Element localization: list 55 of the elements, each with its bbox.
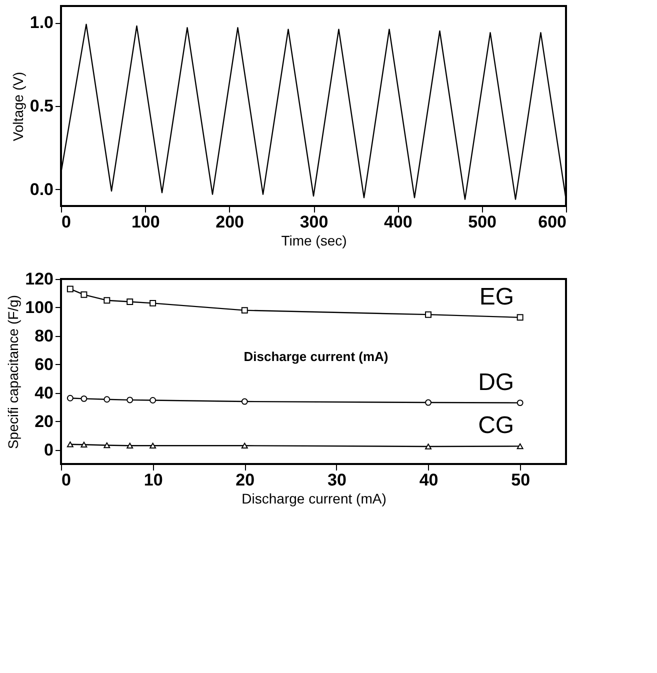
y-axis-title: Specifi capacitance (F/g) xyxy=(5,294,22,450)
y-tick-label: 0.0 xyxy=(30,180,54,199)
point xyxy=(150,300,156,306)
x-tick-label: 20 xyxy=(236,470,255,490)
point xyxy=(80,291,88,298)
point xyxy=(66,394,74,402)
x-tick-label: 200 xyxy=(216,212,244,232)
point xyxy=(516,400,524,406)
x-tick-label: 50 xyxy=(511,470,530,490)
x-tick-label: 600 xyxy=(538,212,566,232)
point xyxy=(241,442,248,449)
point xyxy=(425,311,432,318)
series-label: EG xyxy=(479,283,514,310)
x-tick-label: 40 xyxy=(419,470,438,490)
y-tick-label: 60 xyxy=(34,354,54,374)
point xyxy=(126,298,134,306)
y-tick-label: 0.5 xyxy=(30,96,54,116)
x-axis-title: Discharge current (mA) xyxy=(242,490,386,506)
point xyxy=(150,397,156,404)
point xyxy=(104,297,110,304)
x-tick-label: 30 xyxy=(327,470,346,490)
point xyxy=(66,441,74,448)
x-tick-label: 0 xyxy=(62,470,71,490)
series-label: DG xyxy=(478,368,514,396)
x-tick-label: 10 xyxy=(144,470,163,490)
y-tick-label: 1.0 xyxy=(30,13,54,32)
x-tick-label: 100 xyxy=(131,212,160,232)
point xyxy=(80,395,88,402)
x-tick-label: 500 xyxy=(468,212,497,232)
y-tick-label: 20 xyxy=(34,412,54,431)
y-tick-label: 40 xyxy=(34,383,54,402)
point xyxy=(516,443,524,450)
point xyxy=(241,398,248,405)
y-tick-label: 100 xyxy=(25,298,54,317)
annotation: Discharge current (mA) xyxy=(244,349,388,364)
point xyxy=(80,442,88,448)
point xyxy=(241,307,248,314)
point xyxy=(126,396,134,404)
x-tick-label: 0 xyxy=(62,212,71,232)
point xyxy=(516,314,524,321)
y-axis-title: Voltage (V) xyxy=(10,72,26,142)
point xyxy=(66,286,74,292)
point xyxy=(150,442,156,449)
x-tick-label: 300 xyxy=(300,212,328,232)
y-tick-label: 80 xyxy=(34,326,54,346)
point xyxy=(126,442,134,449)
x-tick-label: 400 xyxy=(384,212,412,232)
y-tick-label: 120 xyxy=(25,270,54,288)
x-axis-title: Time (sec) xyxy=(281,232,347,248)
series-label: CG xyxy=(478,412,514,440)
point xyxy=(104,396,110,403)
point xyxy=(104,442,110,448)
point xyxy=(425,444,432,450)
y-tick-label: 0 xyxy=(44,440,54,460)
point xyxy=(425,399,432,406)
